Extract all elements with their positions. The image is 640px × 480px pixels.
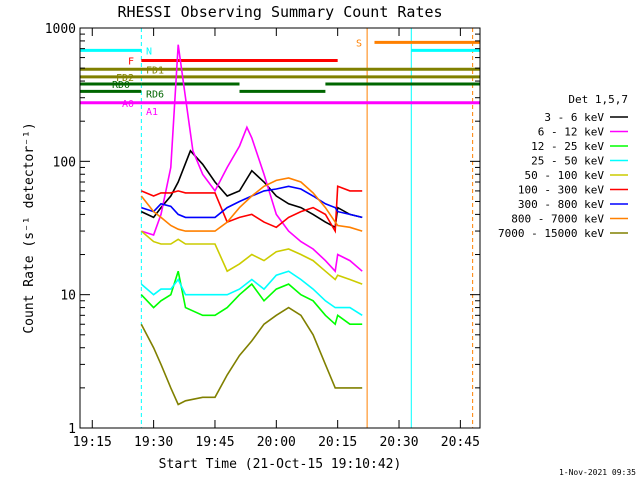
x-tick-label-4: 20:15 [318,435,357,450]
series-line-4 [140,230,363,285]
series-line-7 [140,177,363,232]
x-axis-label: Start Time (21-Oct-15 19:10:42) [159,457,402,472]
flag-label-a0: A0 [122,99,134,110]
y-axis-ticks: 1 10 100 1000 [45,22,480,437]
legend-label-8: 7000 - 15000 keV [498,227,604,240]
flag-label-s: S [356,38,362,49]
flag-label-rd6: RD6 [146,89,164,100]
series-line-1 [141,44,363,273]
flag-label-rd0: RD0 [112,80,130,91]
flag-label-f: F [128,57,134,68]
y-tick-label-0: 1 [68,422,76,437]
series-line-0 [140,149,363,229]
legend-label-3: 25 - 50 keV [531,155,604,168]
legend-label-1: 6 - 12 keV [538,126,605,139]
y-tick-label-1: 10 [60,289,76,304]
x-tick-label-5: 20:30 [379,435,418,450]
legend-label-2: 12 - 25 keV [531,140,604,153]
legend-label-7: 800 - 7000 keV [511,213,604,226]
x-tick-label-6: 20:45 [441,435,480,450]
x-tick-label-3: 20:00 [257,435,296,450]
chart-title: RHESSI Observing Summary Count Rates [117,3,442,21]
legend-label-6: 300 - 800 keV [518,198,604,211]
series-line-5 [140,185,363,234]
legend-label-0: 3 - 6 keV [544,111,604,124]
y-tick-label-3: 1000 [45,22,76,37]
flag-label-a1: A1 [146,107,158,118]
legend-label-4: 50 - 100 keV [525,169,605,182]
y-tick-label-2: 100 [53,155,76,170]
x-axis-ticks: 19:15 19:30 19:45 20:00 20:15 20:30 20:45 [73,28,480,450]
footer-date: 1-Nov-2021 09:35 [559,468,636,477]
x-tick-label-0: 19:15 [73,435,112,450]
series-line-8 [140,306,363,406]
legend-label-5: 100 - 300 keV [518,184,604,197]
x-tick-label-2: 19:45 [195,435,234,450]
legend-title: Det 1,5,7 [568,93,628,106]
x-tick-label-1: 19:30 [134,435,173,450]
plot-frame [79,27,481,429]
series-line-3 [140,270,363,316]
flag-label-fd2: FD2 [116,73,134,84]
flag-label-fd1: FD1 [146,65,164,76]
y-axis-label: Count Rate (s⁻¹ detector⁻¹) [22,122,37,333]
flag-label-n: N [146,46,152,57]
